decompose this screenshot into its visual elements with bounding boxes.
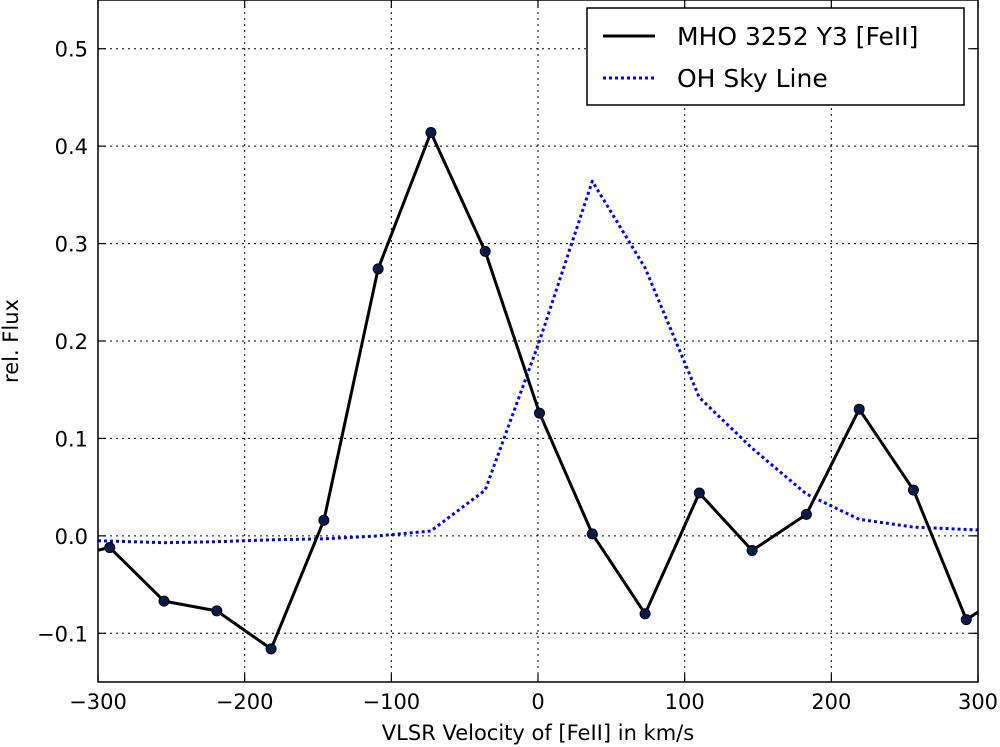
y-tick-label: 0.0 <box>55 525 88 549</box>
y-tick-label: 0.1 <box>55 427 88 451</box>
x-tick-label: 0 <box>531 690 544 714</box>
y-tick-label: 0.2 <box>55 330 88 354</box>
data-point <box>211 605 223 617</box>
y-tick-label: −0.1 <box>37 622 88 646</box>
x-axis-title: VLSR Velocity of [FeII] in km/s <box>382 721 694 745</box>
plot-frame <box>97 0 979 683</box>
y-tick-label: 0.4 <box>55 135 88 159</box>
data-point <box>800 508 812 520</box>
legend-box <box>586 7 965 106</box>
data-point <box>158 595 170 607</box>
data-point <box>318 514 330 526</box>
x-tick-label: 300 <box>958 690 998 714</box>
x-tick-label: −200 <box>216 690 274 714</box>
x-tick-label: −300 <box>69 690 127 714</box>
data-point <box>907 484 919 496</box>
data-point <box>49 555 59 565</box>
data-point <box>372 263 384 275</box>
y-axis-title: rel. Flux <box>0 299 23 383</box>
series-line-oh <box>98 179 978 545</box>
data-point <box>533 407 545 419</box>
legend-label-oh: OH Sky Line <box>677 64 828 93</box>
y-tick-label: 0.5 <box>55 38 88 62</box>
x-tick-label: −100 <box>362 690 420 714</box>
data-point <box>639 608 651 620</box>
legend-label-mho: MHO 3252 Y3 [FeII] <box>677 22 918 51</box>
ticks: −300 −200 −100 0 100 200 300 −0.1 0.0 0.1 0.2 0.3 0.… <box>37 0 998 714</box>
data-point <box>746 544 758 556</box>
x-tick-label: 200 <box>811 690 851 714</box>
data-point <box>960 614 972 626</box>
x-tick-label: 100 <box>665 690 705 714</box>
legend: MHO 3252 Y3 [FeII] OH Sky Line <box>586 7 965 106</box>
series-layer <box>49 127 978 655</box>
data-point <box>265 643 277 655</box>
data-point <box>479 245 491 257</box>
data-point <box>425 127 437 139</box>
data-point <box>853 403 865 415</box>
data-point <box>693 487 705 499</box>
data-point <box>586 528 598 540</box>
y-tick-label: 0.3 <box>55 233 88 257</box>
data-point <box>104 542 116 554</box>
